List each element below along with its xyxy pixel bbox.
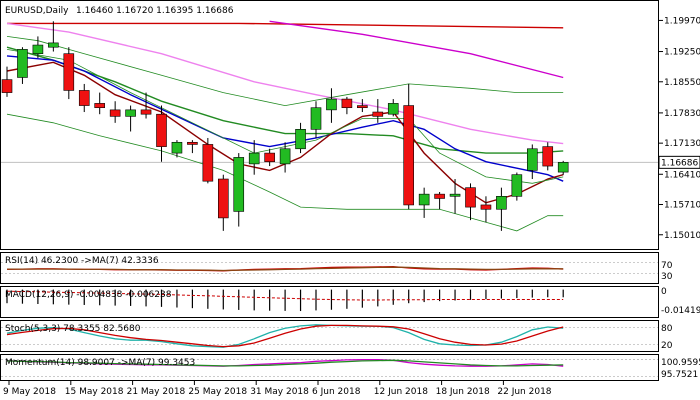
bull-candle <box>387 103 399 115</box>
indicator-series-1 <box>7 266 564 272</box>
macd-label: MACD(12,26,9) -0.004838 -0.006238 <box>5 290 172 300</box>
bull-candle <box>496 196 507 210</box>
last-price-label: 1.16686 <box>661 158 698 168</box>
ma-blue-line <box>6 55 564 182</box>
time-tick-label: 9 May 2018 <box>3 387 56 397</box>
bear-candle <box>63 53 75 91</box>
time-tick-label: 18 Jun 2018 <box>436 387 490 397</box>
bull-candle <box>17 49 28 78</box>
bull-candle <box>48 42 59 48</box>
time-tick-label: 12 Jun 2018 <box>374 387 428 397</box>
candlesticks <box>1 21 569 231</box>
moving-averages <box>6 20 564 232</box>
indicator-series-1 <box>6 359 564 367</box>
envelope-lower-line <box>6 113 564 232</box>
bear-candle <box>542 146 554 167</box>
momentum-tick-low: 95.7521 <box>661 370 698 380</box>
stoch-tick-80: 80 <box>661 324 673 334</box>
macd-tick-zero: 0 <box>661 287 667 297</box>
bear-candle <box>1 79 13 93</box>
momentum-pane-frame <box>0 354 659 381</box>
bull-candle <box>418 193 430 206</box>
time-tick-label: 22 Jun 2018 <box>497 387 551 397</box>
bull-candle <box>171 141 183 154</box>
bull-candle <box>248 152 260 165</box>
last-price-box <box>658 155 700 169</box>
stoch-label: Stoch(5,3,3) 78.3355 82.5680 <box>5 324 141 334</box>
price-tick-label: 1.17830 <box>664 109 700 119</box>
bull-candle <box>511 174 523 197</box>
bull-candle <box>326 98 337 111</box>
time-tick-label: 6 Jun 2018 <box>312 387 361 397</box>
price-axis: 1.19970 1.19250 1.18550 1.17830 1.17130 1.164… <box>659 16 700 241</box>
indicator-series-1 <box>6 324 564 348</box>
stoch-tick-20: 20 <box>661 341 673 351</box>
price-tick-label: 1.19970 <box>664 16 700 26</box>
price-tick-label: 1.17130 <box>664 139 700 149</box>
bear-candle <box>341 98 353 109</box>
bull-candle <box>125 109 136 117</box>
macd-pane-frame <box>0 286 659 318</box>
price-tick-label: 1.18550 <box>664 78 700 88</box>
last-price-marker: 1.16686 <box>658 155 700 169</box>
bull-candle <box>279 148 291 165</box>
rsi-tick-30: 30 <box>661 272 673 282</box>
time-tick-label: 15 May 2018 <box>65 387 124 397</box>
rsi-label: RSI(14) 46.2300 ->MA(7) 42.3336 <box>5 256 159 266</box>
price-tick-label: 1.15710 <box>664 201 700 211</box>
momentum-plot <box>1 358 658 377</box>
price-tick-label: 1.19250 <box>664 48 700 58</box>
indicator-series-0 <box>6 324 564 348</box>
bear-candle <box>403 105 415 206</box>
bear-candle <box>78 90 90 106</box>
time-tick-label: 21 May 2018 <box>127 387 186 397</box>
bear-candle <box>264 152 275 163</box>
bull-candle <box>233 157 245 212</box>
stoch-pane-frame <box>0 320 659 352</box>
macd-plot <box>6 289 564 312</box>
rsi-pane-frame <box>0 252 659 284</box>
momentum-label: Momentum(14) 98.9007 ->MA(7) 99.3453 <box>5 358 195 368</box>
bull-candle <box>526 148 538 171</box>
bear-candle <box>187 141 198 145</box>
bear-candle <box>434 193 445 199</box>
bear-candle <box>218 178 229 219</box>
bull-candle <box>449 193 461 197</box>
price-tick-label: 1.15010 <box>664 231 700 241</box>
stoch-plot <box>1 324 658 348</box>
symbol-label: EURUSD,Daily <box>5 6 69 16</box>
ma-violet-line <box>6 22 564 145</box>
time-axis: 9 May 2018 15 May 2018 21 May 2018 25 May 2… <box>3 381 552 397</box>
price-tick-label: 1.16410 <box>664 170 700 180</box>
ohlc-readout: 1.16460 1.16720 1.16395 1.16686 <box>76 6 234 16</box>
bear-candle <box>480 204 492 210</box>
bull-candle <box>295 129 306 150</box>
indicator-series-0 <box>6 358 564 367</box>
bear-candle <box>156 113 167 147</box>
bear-candle <box>465 187 476 208</box>
bear-candle <box>109 109 121 117</box>
macd-tick-min: -0.014194 <box>661 306 700 316</box>
time-tick-label: 31 May 2018 <box>250 387 309 397</box>
bear-candle <box>140 109 152 115</box>
rsi-tick-70: 70 <box>661 261 673 271</box>
time-tick-label: 25 May 2018 <box>188 387 247 397</box>
bull-candle <box>557 162 569 173</box>
ma-darkred-line <box>6 61 564 204</box>
envelope-mid-line <box>6 49 564 184</box>
rsi-plot <box>1 261 658 275</box>
bear-candle <box>202 144 214 182</box>
momentum-tick-high: 100.9595 <box>661 358 700 368</box>
ma-magenta-line <box>269 20 564 79</box>
bear-candle <box>94 103 105 109</box>
bear-candle <box>357 105 368 109</box>
bull-candle <box>310 107 322 130</box>
bull-candle <box>32 44 44 54</box>
price-pane-frame <box>0 0 659 250</box>
ma-red-line <box>7 22 564 29</box>
macd-signal-line <box>6 290 564 301</box>
bear-candle <box>372 111 384 117</box>
